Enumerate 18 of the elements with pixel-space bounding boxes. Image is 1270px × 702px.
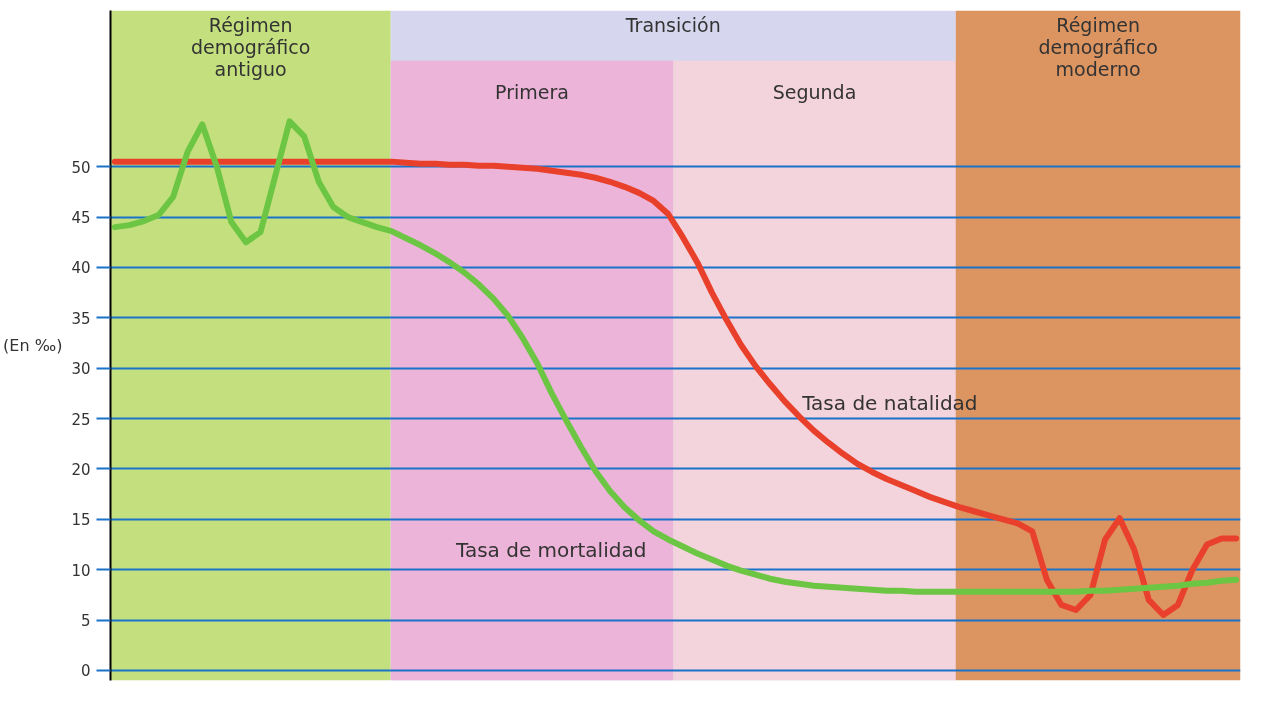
y-tick-label: 25 [71,410,91,429]
y-tick-label: 5 [80,612,91,631]
y-tick-label: 20 [71,460,91,479]
series-label: Tasa de mortalidad [455,537,647,562]
y-tick-label: 15 [71,511,91,530]
y-tick-label: 0 [80,662,91,681]
y-axis-title: (En ‰) [3,336,63,355]
y-tick-label: 10 [71,561,91,580]
annotation: Régimen demográfico antiguo [190,13,311,80]
y-tick-label: 40 [71,259,91,278]
y-tick-label: 50 [71,158,91,177]
y-tick-label: 45 [71,209,91,228]
annotation: Transición [624,13,721,36]
annotation: Segunda [772,80,857,103]
y-tick-label: 35 [71,309,91,328]
y-tick-label: 30 [71,360,91,379]
annotation: Régimen demográfico moderno [1038,13,1158,80]
annotation: Primera [495,80,569,103]
